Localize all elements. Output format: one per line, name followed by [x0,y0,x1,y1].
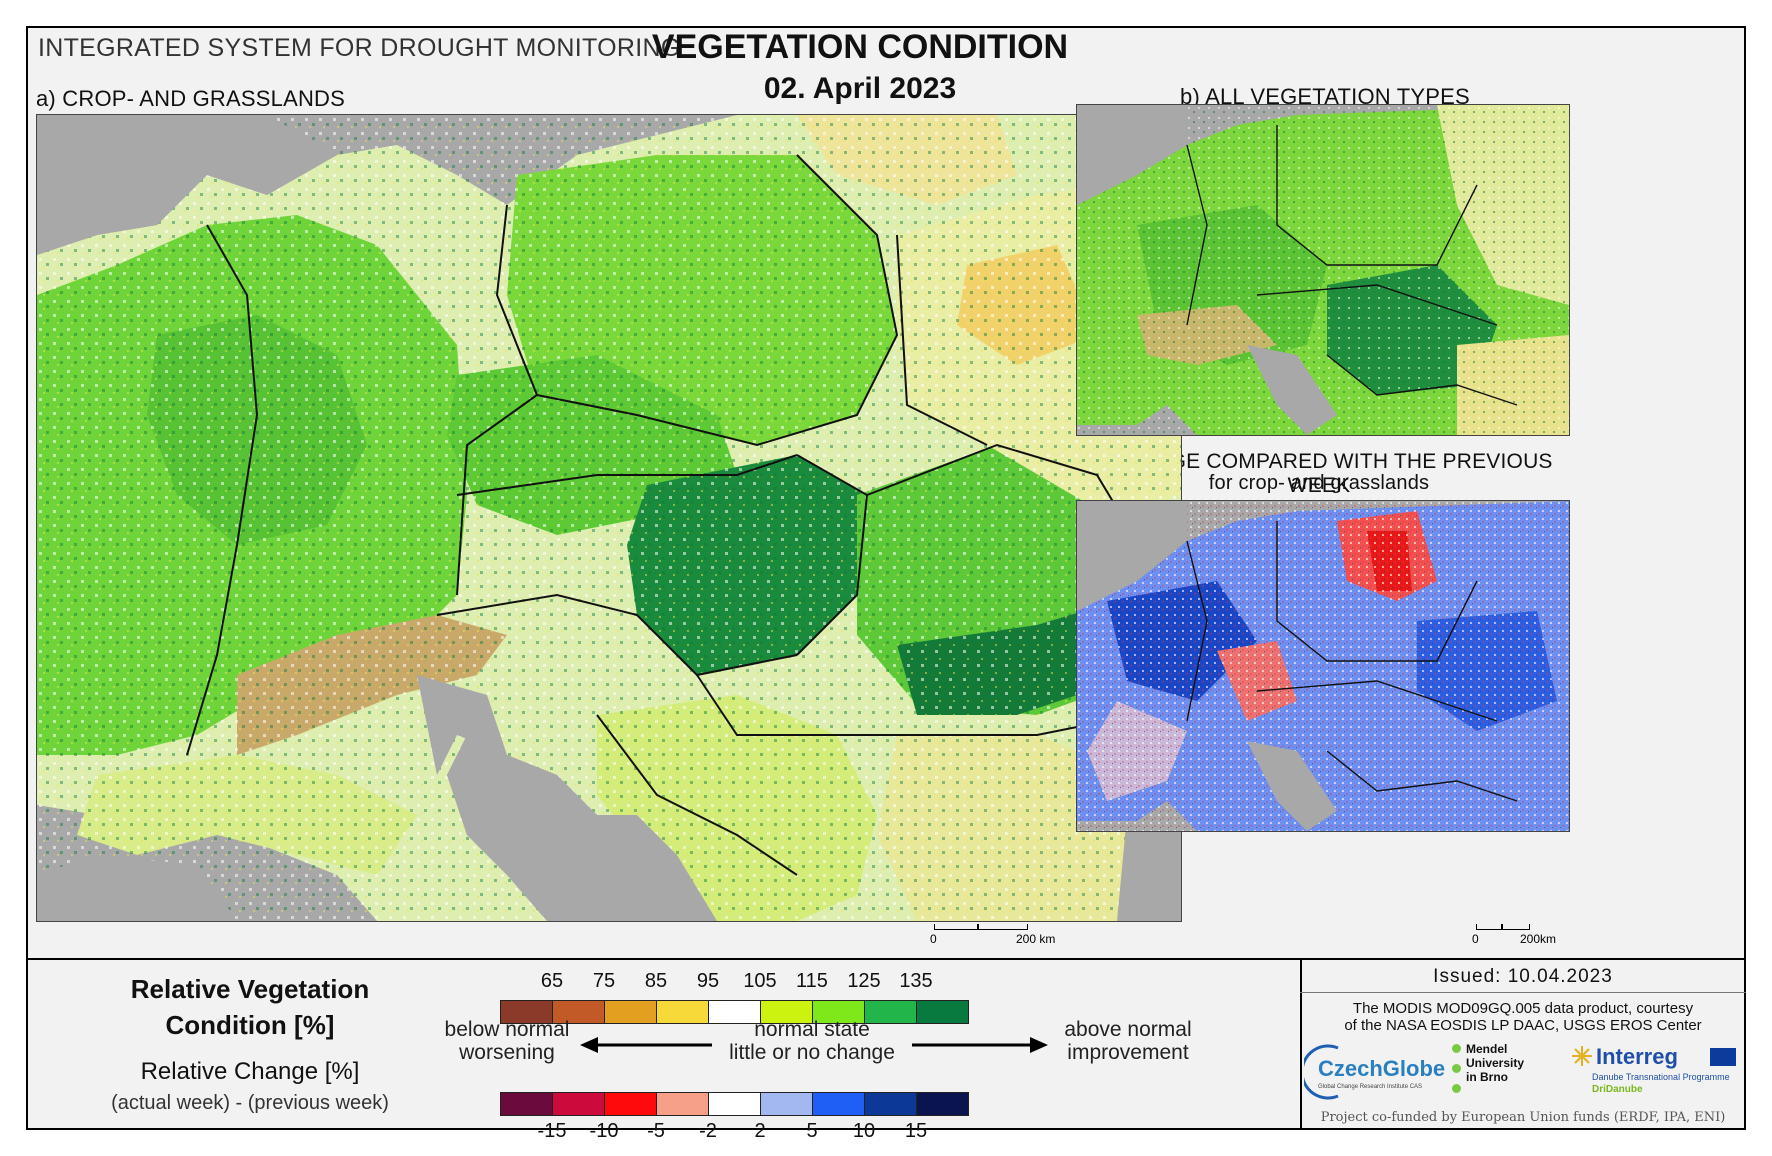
rc-tick-label: 5 [806,1120,818,1142]
rc-tick-label: 15 [904,1120,928,1142]
scalebar-small-zero: 0 [1472,932,1479,946]
rc-tick-label: -10 [589,1120,619,1142]
rvc-tick-label: 125 [847,970,881,992]
scalebar-main: 0 200 km [930,924,1070,946]
rvc-swatch [604,1000,657,1024]
interreg-burst-icon [1572,1046,1592,1066]
scalebar-main-zero: 0 [930,932,937,946]
cofunded-note: Project co-funded by European Union fund… [1320,1110,1726,1125]
rc-title: Relative Change [%] [140,1058,360,1085]
rvc-swatch [916,1000,969,1024]
credits-panel [1300,958,1748,1130]
panel-a-label: a) CROP- AND GRASSLANDS [36,86,346,111]
interreg-name: Interreg [1596,1044,1678,1069]
rc-tick-label: -2 [699,1120,717,1142]
system-title: INTEGRATED SYSTEM FOR DROUGHT MONITORING [38,34,681,62]
mendel-line2: University [1466,1056,1525,1070]
mendel-dot-icon [1452,1044,1461,1053]
rc-tick-label: 10 [852,1120,876,1142]
rc-tick-label: -15 [537,1120,567,1142]
mendel-dot-icon [1452,1064,1461,1073]
rvc-title-line2: Condition [%] [165,1010,335,1040]
map-weekly-change [1076,500,1570,832]
panel-c-label: c) CHANGE COMPARED WITH THE PREVIOUS WEE… [1085,450,1553,497]
rvc-tick-label: 115 [796,970,828,992]
modis-credit: The MODIS MOD09GQ.005 data product, cour… [1300,1000,1746,1034]
rc-subtitle: (actual week) - (previous week) [111,1092,389,1114]
credits-divider [1300,992,1746,993]
czechglobe-name: CzechGlobe [1318,1056,1446,1081]
rvc-tick-label: 85 [644,970,668,992]
date-label: 02. April 2023 [763,72,957,105]
rvc-tick-label: 135 [899,970,933,992]
modis-credit-line2: of the NASA EOSDIS LP DAAC, USGS EROS Ce… [1344,1017,1702,1034]
left-arrow-icon [580,1037,712,1053]
interreg-logo: Interreg Danube Transnational Programme … [1564,1040,1744,1106]
legend-left-top: below normal [444,1018,570,1041]
rc-swatch [604,1092,657,1116]
legend-left-text: below normal worsening [432,1018,582,1064]
rvc-tick-label: 95 [696,970,720,992]
modis-credit-line1: The MODIS MOD09GQ.005 data product, cour… [1352,1000,1694,1017]
legend-mid-text: normal state little or no change [712,1018,912,1064]
rvc-swatch [500,1000,553,1024]
rc-swatch [864,1092,917,1116]
rvc-swatch [708,1000,761,1024]
mendel-dot-icon [1452,1084,1461,1093]
right-arrow-icon [912,1037,1048,1053]
rc-tick-label: -5 [647,1120,665,1142]
main-title: VEGETATION CONDITION [651,28,1069,66]
legend-mid-bottom: little or no change [729,1041,895,1064]
rvc-tick-label: 65 [540,970,564,992]
legend-area [26,958,1746,1132]
rc-swatch [916,1092,969,1116]
rvc-swatch [656,1000,709,1024]
rvc-swatch [864,1000,917,1024]
rc-swatch [500,1092,553,1116]
legend-right-bottom: improvement [1067,1041,1189,1064]
rc-swatch [552,1092,605,1116]
dridanube-label: DriDanube [1592,1084,1643,1095]
legend-right-top: above normal [1064,1018,1192,1041]
map-a-graphic [37,115,1181,921]
mendel-line1: Mendel [1466,1042,1508,1056]
rvc-swatch [552,1000,605,1024]
legend-left-bottom: worsening [459,1041,555,1064]
legend-mid-top: normal state [754,1018,870,1041]
rvc-tick-label: 75 [592,970,616,992]
mendel-name: Mendel University in Brno [1466,1042,1524,1084]
issued-date: Issued: 10.04.2023 [1433,966,1613,987]
legend-right-text: above normal improvement [1048,1018,1208,1064]
scalebar-main-end: 200 km [1016,932,1056,946]
czechglobe-logo: CzechGlobe Global Change Research Instit… [1304,1044,1445,1100]
rc-swatch [708,1092,761,1116]
interreg-sub: Danube Transnational Programme [1592,1072,1730,1082]
panel-c-sublabel: for crop- and grasslands [1208,472,1430,494]
rc-swatch [812,1092,865,1116]
rvc-title-line1: Relative Vegetation [130,974,370,1004]
rvc-swatch [812,1000,865,1024]
scalebar-small-end: 200km [1520,932,1557,946]
map-crop-grasslands [36,114,1182,922]
rc-tick-label: 2 [754,1120,766,1142]
czechglobe-sub: Global Change Research Institute CAS [1318,1084,1423,1090]
map-all-vegetation [1076,104,1570,436]
map-c-graphic [1077,501,1569,831]
rc-swatch [760,1092,813,1116]
scalebar-small: 0 200km [1472,924,1572,946]
rc-swatch [656,1092,709,1116]
rvc-swatch [760,1000,813,1024]
rvc-tick-label: 105 [743,970,777,992]
eu-flag-icon [1710,1048,1736,1066]
czechglobe-arc-icon [1304,1044,1339,1100]
map-b-graphic [1077,105,1569,435]
mendel-line3: in Brno [1466,1070,1508,1084]
